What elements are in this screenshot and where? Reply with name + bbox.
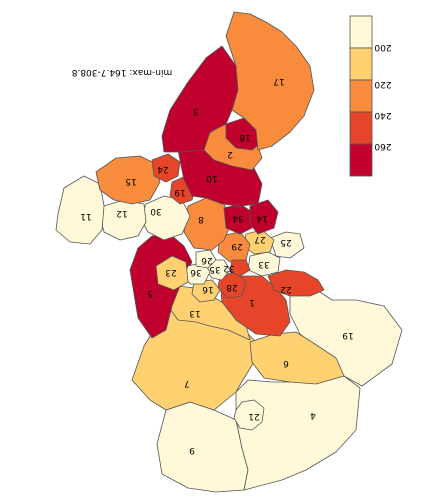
region-label: 33 <box>258 259 269 269</box>
region-23 <box>155 255 189 291</box>
region-label: 1 <box>249 297 255 307</box>
legend-label: 240 <box>374 110 391 120</box>
region-label: 22 <box>280 284 291 294</box>
region-label: 13 <box>189 308 200 318</box>
region-label: 2 <box>227 149 233 159</box>
region-label: 17 <box>273 76 284 86</box>
region-label: 10 <box>206 173 218 183</box>
region-label: 36 <box>190 267 202 277</box>
region-label: 32 <box>223 263 234 273</box>
legend-swatch <box>349 111 373 145</box>
region-label: 23 <box>165 267 176 277</box>
region-label: 18 <box>239 132 251 142</box>
region-17 <box>225 11 315 151</box>
region-labels: 17 3 18 2 24 15 19 10 11 12 30 8 34 14 2… <box>80 76 353 455</box>
legend-swatch <box>349 15 373 49</box>
region-label: 30 <box>150 206 162 216</box>
region-label: 21 <box>248 411 259 421</box>
region-label: 7 <box>184 378 190 388</box>
region-36 <box>195 249 217 269</box>
region-12 <box>99 199 147 241</box>
region-label: 4 <box>310 410 316 420</box>
legend: 200 220 240 260 <box>349 15 392 177</box>
region-label: 5 <box>147 288 153 298</box>
region-25 <box>269 231 305 259</box>
region-label: 27 <box>254 234 265 244</box>
region-label: 6 <box>283 358 289 368</box>
region-14 <box>249 199 279 235</box>
region-label: 14 <box>256 213 268 223</box>
region-label: 8 <box>198 214 204 224</box>
region-label: 12 <box>116 208 127 218</box>
region-label: 28 <box>226 282 238 292</box>
region-label: 29 <box>231 241 243 251</box>
region-26 <box>229 259 251 277</box>
region-label: 11 <box>80 211 91 221</box>
legend-swatch <box>349 79 373 113</box>
region-label: 3 <box>193 106 199 116</box>
region-label: 34 <box>232 213 244 223</box>
region-label: 15 <box>125 176 136 186</box>
region-label: 19 <box>174 187 186 197</box>
region-11 <box>55 175 105 245</box>
region-label: 35 <box>209 264 220 274</box>
region-24 <box>151 153 181 183</box>
region-label: 16 <box>202 284 214 294</box>
legend-swatch <box>349 47 373 81</box>
region-15 <box>95 155 161 205</box>
region-label: 9 <box>189 445 195 455</box>
region-21 <box>233 399 265 431</box>
region-16 <box>191 279 221 303</box>
legend-swatch <box>349 143 373 177</box>
region-6 <box>249 331 345 385</box>
region-label: 19 <box>342 330 354 340</box>
minmax-label: min-max: 164.7-308.8 <box>71 67 172 77</box>
legend-label: 260 <box>374 141 391 151</box>
region-label: 24 <box>157 164 169 174</box>
region-label: 26 <box>201 255 213 265</box>
legend-label: 220 <box>374 79 391 89</box>
region-label: 25 <box>280 237 291 247</box>
region-4 <box>235 375 361 491</box>
region-22 <box>267 269 325 297</box>
legend-label: 200 <box>374 42 391 52</box>
